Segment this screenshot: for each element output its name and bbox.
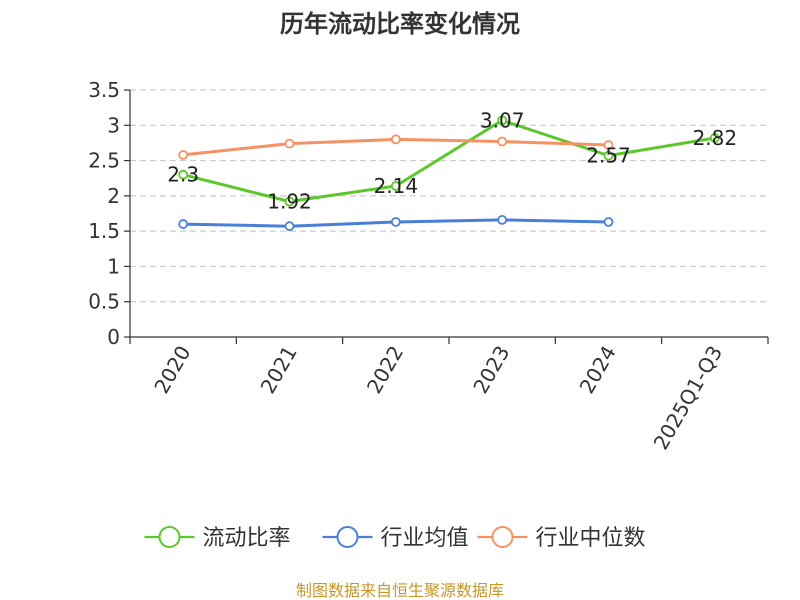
legend-marker xyxy=(158,526,181,548)
data-label: 3.07 xyxy=(480,108,525,132)
series-2-point-1[interactable] xyxy=(284,138,295,149)
series-0-point-1[interactable] xyxy=(284,196,295,207)
data-label: 2.14 xyxy=(374,174,419,198)
y-tick-label: 1 xyxy=(107,254,120,278)
series-2-point-3[interactable] xyxy=(497,136,508,147)
grid xyxy=(130,89,768,303)
x-tick-label: 2021 xyxy=(256,342,302,398)
x-tick-label: 2022 xyxy=(362,342,408,398)
legend-marker xyxy=(336,526,359,548)
y-tick-label: 0.5 xyxy=(88,290,120,314)
data-label: 1.92 xyxy=(267,190,312,214)
legend-label: 行业中位数 xyxy=(536,526,646,551)
series-1-point-0[interactable] xyxy=(178,219,189,229)
legend-label: 行业均值 xyxy=(381,526,469,551)
y-tick-label: 0 xyxy=(107,325,120,349)
y-tick-label: 2 xyxy=(107,184,120,208)
series-line-0 xyxy=(182,118,716,204)
y-tick-label: 3 xyxy=(107,113,120,137)
legend-item-0[interactable]: 流动比率 xyxy=(144,526,291,551)
series-2-point-0[interactable] xyxy=(178,150,189,160)
series-0-point-3[interactable] xyxy=(497,115,508,126)
series-2-point-2[interactable] xyxy=(390,134,401,145)
legend-item-1[interactable]: 行业均值 xyxy=(322,526,469,551)
data-label: 2.3 xyxy=(167,163,199,187)
legend-item-2[interactable]: 行业中位数 xyxy=(477,526,646,551)
y-tick-label: 2.5 xyxy=(88,149,120,173)
x-tick-label: 2023 xyxy=(468,341,514,397)
source-note: 制图数据来自恒生聚源数据库 xyxy=(296,581,504,600)
y-tick-label: 1.5 xyxy=(88,219,120,243)
chart-title: 历年流动比率变化情况 xyxy=(280,10,520,38)
x-tick-label: 2024 xyxy=(575,342,621,398)
series-1-point-3[interactable] xyxy=(497,214,508,225)
series-0-point-0[interactable] xyxy=(178,169,189,180)
series-2-point-4[interactable] xyxy=(603,140,614,150)
series-1-point-2[interactable] xyxy=(390,217,401,227)
legend[interactable]: 流动比率 行业均值 行业中位数 xyxy=(144,526,646,551)
series-layer xyxy=(178,115,720,232)
data-labels: 2.3 1.92 2.14 3.07 2.57 2.82 xyxy=(167,108,737,213)
series-0-point-5[interactable] xyxy=(709,133,720,143)
y-tick-label: 3.5 xyxy=(88,78,120,102)
data-label: 2.82 xyxy=(693,126,738,150)
data-label: 2.57 xyxy=(586,144,631,168)
legend-marker xyxy=(491,526,514,548)
x-tick-label: 2025Q1-Q3 xyxy=(648,342,727,454)
series-1-point-1[interactable] xyxy=(284,221,295,232)
x-tick-label: 2020 xyxy=(149,342,195,398)
series-0-point-2[interactable] xyxy=(390,181,401,191)
series-1-point-4[interactable] xyxy=(603,217,614,227)
legend-label: 流动比率 xyxy=(203,526,291,551)
series-0-point-4[interactable] xyxy=(603,150,614,161)
